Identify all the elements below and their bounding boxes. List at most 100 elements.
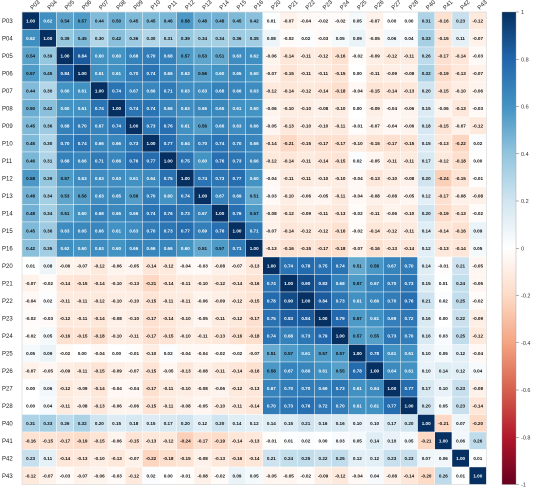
cell-value-label: 0.63 xyxy=(181,71,190,76)
cell-value-label: 0.20 xyxy=(422,211,431,216)
cell-value-label: 0.39 xyxy=(43,54,52,59)
cell-value-label: -0.07 xyxy=(25,281,36,286)
cell-value-label: -0.01 xyxy=(180,474,191,479)
cell-value-label: 0.05 xyxy=(336,36,345,41)
colorbar-tick-label: 0.8 xyxy=(521,57,529,63)
cell-value-label: 0.70 xyxy=(147,194,156,199)
column-label: P28 xyxy=(408,0,420,11)
cell-value-label: -0.14 xyxy=(249,404,260,409)
cell-value-label: 1.00 xyxy=(43,36,52,41)
heatmap-cells xyxy=(21,11,487,485)
cell-value-label: -0.09 xyxy=(111,369,122,374)
cell-value-label: 0.10 xyxy=(370,421,379,426)
cell-value-label: -0.15 xyxy=(94,369,105,374)
cell-value-label: 0.21 xyxy=(422,299,431,304)
cell-value-label: -0.15 xyxy=(146,369,157,374)
cell-value-label: 1.00 xyxy=(78,71,87,76)
cell-value-label: -0.24 xyxy=(438,176,449,181)
cell-value-label: 0.32 xyxy=(422,71,431,76)
cell-value-label: -0.08 xyxy=(404,71,415,76)
cell-value-label: 0.70 xyxy=(129,71,138,76)
cell-value-label: 0.12 xyxy=(422,194,431,199)
cell-value-label: -0.18 xyxy=(94,334,105,339)
cell-value-label: -0.13 xyxy=(94,404,105,409)
cell-value-label: 0.73 xyxy=(129,141,138,146)
cell-value-label: 0.77 xyxy=(164,141,173,146)
cell-value-label: 0.15 xyxy=(147,421,156,426)
cell-value-label: 0.63 xyxy=(233,124,242,129)
cell-value-label: -0.13 xyxy=(215,456,226,461)
column-label: P10 xyxy=(150,0,162,11)
cell-value-label: 0.63 xyxy=(181,106,190,111)
cell-value-label: 0.55 xyxy=(370,334,379,339)
colorbar-tick-label: 0.2 xyxy=(521,199,529,205)
cell-value-label: 0.00 xyxy=(439,316,448,321)
cell-value-label: -0.05 xyxy=(197,404,208,409)
cell-value-label: 0.66 xyxy=(301,369,310,374)
cell-value-label: -0.15 xyxy=(438,124,449,129)
cell-value-label: -0.12 xyxy=(232,299,243,304)
cell-value-label: -0.08 xyxy=(197,369,208,374)
column-label: P41 xyxy=(443,0,455,11)
cell-value-label: 1.00 xyxy=(439,439,448,444)
cell-value-label: -0.07 xyxy=(473,71,484,76)
cell-value-label: -0.03 xyxy=(197,264,208,269)
cell-value-label: -0.11 xyxy=(215,369,226,374)
cell-value-label: 0.18 xyxy=(129,421,138,426)
cell-value-label: 0.57 xyxy=(78,19,87,24)
cell-value-label: 0.57 xyxy=(353,281,362,286)
cell-value-label: -0.03 xyxy=(60,474,71,479)
cell-value-label: 0.74 xyxy=(267,281,276,286)
cell-value-label: 0.14 xyxy=(439,369,448,374)
cell-value-label: 0.02 xyxy=(353,159,362,164)
cell-value-label: -0.03 xyxy=(473,106,484,111)
cell-value-label: 0.73 xyxy=(387,334,396,339)
cell-value-label: 0.77 xyxy=(147,159,156,164)
cell-value-label: -0.05 xyxy=(129,264,140,269)
cell-value-label: -0.12 xyxy=(301,89,312,94)
cell-value-label: -0.14 xyxy=(60,456,71,461)
cell-value-label: 0.63 xyxy=(95,246,104,251)
cell-value-label: 0.64 xyxy=(370,386,379,391)
cell-value-label: 0.17 xyxy=(164,421,173,426)
cell-value-label: 0.48 xyxy=(215,19,224,24)
cell-value-label: 0.57 xyxy=(336,351,345,356)
cell-value-label: -0.22 xyxy=(146,456,157,461)
cell-value-label: 0.01 xyxy=(456,474,465,479)
cell-value-label: 0.10 xyxy=(422,351,431,356)
cell-value-label: -0.10 xyxy=(197,281,208,286)
cell-value-label: -0.09 xyxy=(77,386,88,391)
cell-value-label: -0.15 xyxy=(77,334,88,339)
cell-value-label: -0.14 xyxy=(283,159,294,164)
cell-value-label: 0.00 xyxy=(319,439,328,444)
cell-value-label: 0.20 xyxy=(181,421,190,426)
cell-value-label: 0.74 xyxy=(129,106,138,111)
cell-value-label: -0.12 xyxy=(163,264,174,269)
row-label: P42 xyxy=(2,456,13,462)
cell-value-label: -0.02 xyxy=(60,351,71,356)
cell-value-label: 0.60 xyxy=(250,106,259,111)
row-label: P23 xyxy=(2,316,13,322)
cell-value-label: 0.63 xyxy=(198,89,207,94)
cell-value-label: 0.01 xyxy=(26,264,35,269)
cell-value-label: 0.00 xyxy=(387,19,396,24)
cell-value-label: -0.02 xyxy=(215,351,226,356)
cell-value-label: 0.14 xyxy=(422,264,431,269)
cell-value-label: -0.20 xyxy=(421,474,432,479)
cell-value-label: -0.11 xyxy=(301,54,312,59)
cell-value-label: 0.25 xyxy=(336,456,345,461)
cell-value-label: 0.25 xyxy=(301,456,310,461)
cell-value-label: 0.16 xyxy=(422,334,431,339)
cell-value-label: -0.16 xyxy=(249,369,260,374)
cell-value-label: -0.14 xyxy=(94,281,105,286)
cell-value-label: 0.74 xyxy=(147,71,156,76)
cell-value-label: -0.11 xyxy=(318,211,329,216)
cell-value-label: 0.74 xyxy=(215,141,224,146)
row-label: P41 xyxy=(2,439,13,445)
cell-value-label: -0.09 xyxy=(301,211,312,216)
cell-value-label: 0.51 xyxy=(215,54,224,59)
cell-value-label: -0.07 xyxy=(43,474,54,479)
cell-value-label: 0.76 xyxy=(164,124,173,129)
cell-value-label: 0.01 xyxy=(267,19,276,24)
